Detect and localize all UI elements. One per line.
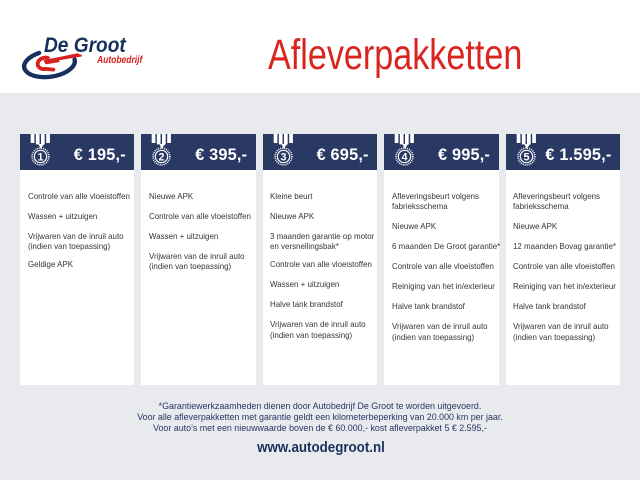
svg-text:1: 1: [37, 152, 43, 164]
svg-text:4: 4: [402, 152, 408, 164]
svg-text:5: 5: [523, 152, 529, 164]
svg-text:3: 3: [280, 152, 286, 164]
svg-text:2: 2: [159, 152, 165, 164]
